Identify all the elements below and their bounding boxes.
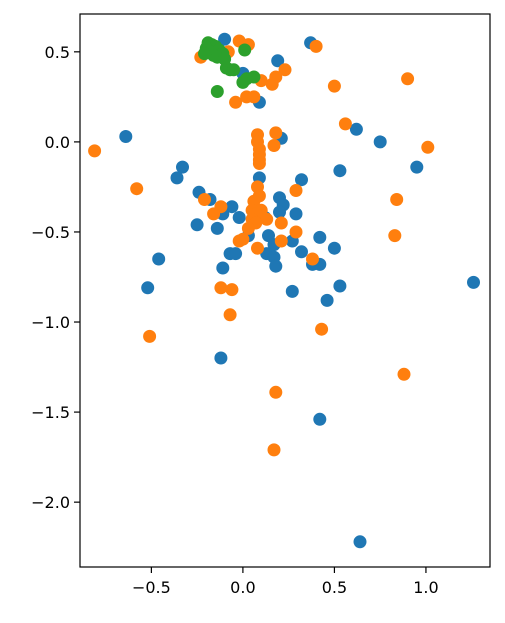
data-point-series-2-49: [306, 252, 319, 266]
data-point-series-1-44: [333, 279, 347, 293]
data-point-series-2-16: [88, 144, 102, 158]
data-point-series-1-50: [313, 412, 327, 426]
data-point-series-1-26: [190, 218, 204, 232]
data-point-series-2-28: [289, 184, 303, 197]
data-point-series-2-43: [289, 225, 303, 239]
data-point-series-2-39: [260, 212, 274, 226]
data-point-series-1-14: [295, 173, 308, 187]
data-point-series-2-41: [274, 216, 288, 230]
data-point-series-2-21: [267, 139, 281, 152]
plot-frame: [79, 13, 491, 568]
data-point-series-1-46: [285, 284, 299, 298]
data-point-series-2-14: [247, 90, 261, 104]
data-point-series-2-37: [207, 207, 221, 221]
ticks-layer: −0.5 0.0 0.5 1.0 0.5 0.0 −0.5 −1.0 −1.5 −2.0: [31, 43, 439, 597]
data-point-series-2-55: [397, 367, 411, 381]
data-point-series-2-50: [214, 281, 228, 295]
data-point-series-2-46: [232, 234, 246, 248]
data-point-series-2-52: [223, 308, 237, 322]
data-point-series-2-44: [388, 229, 402, 243]
data-point-series-3-19: [210, 85, 224, 98]
data-point-series-2-56: [269, 385, 283, 399]
data-point-series-1-6: [119, 130, 133, 143]
x-tick-label-1: −0.5: [132, 578, 171, 597]
data-point-series-2-6: [278, 63, 292, 77]
data-point-series-1-1: [218, 32, 232, 46]
x-tick-label-2: 0.0: [230, 578, 255, 597]
y-tick-label-2: 0.0: [45, 133, 70, 152]
data-point-series-2-48: [251, 241, 264, 255]
data-point-series-1-39: [152, 252, 166, 266]
data-point-series-1-45: [141, 281, 155, 295]
data-point-series-1-10: [410, 160, 424, 174]
data-point-series-2-11: [401, 72, 415, 86]
data-point-series-3-12: [238, 43, 252, 57]
data-point-series-1-47: [320, 293, 334, 307]
data-point-series-2-51: [225, 283, 239, 297]
data-point-series-1-12: [170, 171, 184, 185]
data-point-series-2-29: [198, 193, 211, 206]
data-point-series-1-49: [214, 351, 228, 365]
data-point-series-1-43: [216, 261, 230, 275]
data-point-series-2-12: [229, 95, 243, 109]
data-point-series-2-17: [421, 140, 435, 154]
data-point-series-1-9: [373, 135, 387, 149]
data-point-series-2-47: [274, 234, 288, 248]
data-point-series-1-13: [333, 164, 347, 178]
data-point-series-1-22: [273, 205, 286, 219]
data-point-series-1-11: [176, 160, 189, 174]
x-tick-label-3: 0.5: [322, 578, 347, 597]
data-point-series-2-10: [327, 79, 341, 93]
data-point-series-2-31: [390, 193, 404, 206]
data-point-series-2-54: [143, 329, 157, 343]
points-layer: [88, 32, 480, 549]
data-point-series-2-15: [338, 117, 352, 131]
data-point-series-1-34: [295, 245, 308, 259]
data-point-series-2-9: [265, 77, 279, 91]
data-point-series-2-42: [241, 221, 255, 235]
data-point-series-2-25: [252, 157, 266, 170]
data-point-series-2-57: [267, 443, 281, 457]
data-point-series-2-3: [309, 39, 323, 53]
data-point-series-1-20: [225, 200, 239, 214]
data-point-series-1-48: [467, 275, 480, 289]
data-point-series-1-25: [232, 211, 246, 224]
data-point-series-1-51: [353, 535, 367, 549]
data-point-series-1-3: [271, 54, 285, 68]
y-tick-label-5: −1.5: [31, 403, 70, 422]
y-tick-label-4: −1.0: [31, 313, 70, 332]
data-point-series-3-15: [227, 63, 241, 77]
data-point-series-3-18: [236, 75, 250, 89]
data-point-series-1-42: [269, 259, 283, 273]
data-point-series-1-30: [313, 230, 327, 244]
y-tick-label-1: 0.5: [45, 43, 70, 62]
x-tick-label-4: 1.0: [413, 578, 438, 597]
data-point-series-1-23: [289, 207, 303, 221]
y-tick-label-6: −2.0: [31, 493, 70, 512]
y-tick-label-3: −0.5: [31, 223, 70, 242]
data-point-series-2-53: [315, 322, 329, 336]
data-point-series-2-26: [130, 182, 144, 196]
data-point-series-1-27: [210, 221, 224, 235]
data-point-series-2-19: [269, 126, 283, 140]
data-point-series-1-36: [229, 247, 243, 261]
data-point-series-1-33: [327, 241, 341, 255]
data-point-series-1-8: [349, 122, 363, 136]
